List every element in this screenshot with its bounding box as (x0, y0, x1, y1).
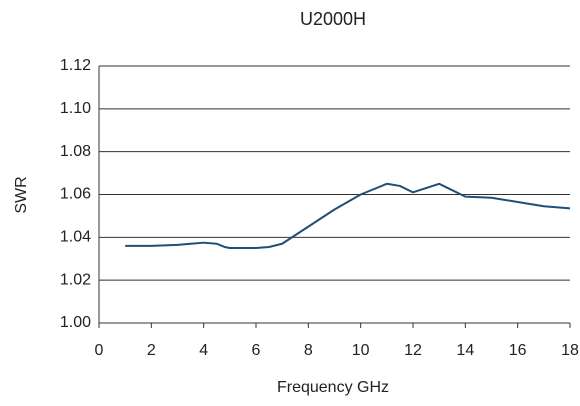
y-axis-label: SWR (13, 176, 30, 213)
y-tick-label: 1.02 (60, 271, 91, 288)
y-tick-label: 1.06 (60, 186, 91, 203)
data-line (125, 182, 571, 250)
y-tick-label: 1.04 (60, 229, 91, 246)
x-tick-label: 8 (304, 342, 313, 359)
x-tick-label: 12 (404, 342, 422, 359)
x-tick-label: 10 (352, 342, 370, 359)
y-tick-label: 1.10 (60, 100, 91, 117)
chart-title: U2000H (300, 9, 366, 29)
y-tick-label: 1.12 (60, 57, 91, 74)
y-tick-label: 1.08 (60, 143, 91, 160)
x-tick-label: 0 (95, 342, 104, 359)
x-tick-label: 18 (561, 342, 579, 359)
y-tick-label: 1.00 (60, 314, 91, 331)
x-tick-label: 16 (509, 342, 527, 359)
x-tick-label: 2 (147, 342, 156, 359)
x-tick-label: 6 (252, 342, 261, 359)
x-tick-label: 14 (456, 342, 474, 359)
x-tick-label: 4 (199, 342, 208, 359)
x-axis-label: Frequency GHz (277, 379, 389, 396)
